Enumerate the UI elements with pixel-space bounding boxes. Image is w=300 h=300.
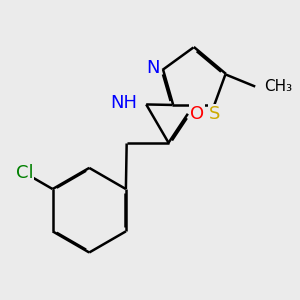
Text: NH: NH xyxy=(110,94,137,112)
Text: Cl: Cl xyxy=(16,164,33,182)
Text: O: O xyxy=(190,105,204,123)
Text: N: N xyxy=(147,59,160,77)
Text: CH₃: CH₃ xyxy=(264,79,292,94)
Text: S: S xyxy=(208,105,220,123)
